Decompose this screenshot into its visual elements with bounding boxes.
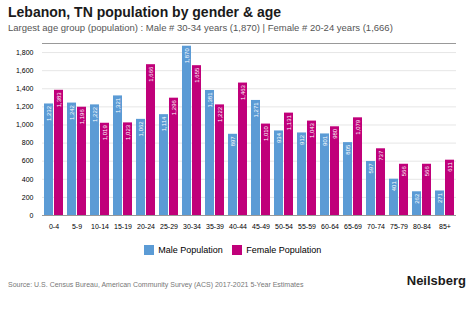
svg-text:70-74: 70-74	[367, 223, 385, 230]
svg-text:262: 262	[414, 193, 420, 204]
svg-text:1,655: 1,655	[194, 67, 200, 83]
svg-text:400: 400	[22, 176, 34, 183]
svg-text:1,131: 1,131	[286, 114, 292, 130]
html-text:Source: U.S. Census Bureau, Am: Source: U.S. Census Bureau, American Com…	[8, 280, 304, 288]
svg-text:897: 897	[230, 136, 236, 147]
html-text:Largest age group (population): Largest age group (population) : Male # …	[8, 22, 393, 33]
html-text:Male Population: Male Population	[158, 244, 223, 255]
svg-text:1,010: 1,010	[263, 125, 269, 141]
svg-text:1,079: 1,079	[355, 119, 361, 135]
svg-text:25-29: 25-29	[160, 223, 178, 230]
svg-text:80-84: 80-84	[413, 223, 431, 230]
svg-text:597: 597	[368, 163, 374, 174]
svg-text:50-54: 50-54	[275, 223, 293, 230]
svg-text:1,200: 1,200	[16, 103, 34, 110]
svg-text:0-4: 0-4	[49, 223, 59, 230]
svg-text:10-14: 10-14	[91, 223, 109, 230]
svg-text:60-64: 60-64	[321, 223, 339, 230]
svg-text:1,043: 1,043	[309, 122, 315, 138]
svg-text:5-9: 5-9	[72, 223, 82, 230]
svg-text:566: 566	[424, 166, 430, 177]
svg-text:1,381: 1,381	[207, 92, 213, 108]
svg-text:1,383: 1,383	[56, 92, 62, 108]
svg-text:934: 934	[276, 132, 282, 143]
svg-text:901: 901	[322, 135, 328, 146]
svg-text:45-49: 45-49	[252, 223, 270, 230]
svg-text:85+: 85+	[439, 223, 451, 230]
html-text:Neilsberg: Neilsberg	[406, 272, 466, 288]
svg-text:1,870: 1,870	[184, 48, 190, 64]
html-text:Lebanon, TN population by gend: Lebanon, TN population by gender & age	[8, 4, 281, 20]
svg-text:912: 912	[299, 134, 305, 145]
svg-text:800: 800	[22, 139, 34, 146]
svg-text:0: 0	[30, 212, 34, 219]
svg-text:1,222: 1,222	[92, 106, 98, 122]
svg-text:200: 200	[22, 194, 34, 201]
svg-text:600: 600	[22, 157, 34, 164]
svg-text:566: 566	[401, 166, 407, 177]
svg-text:611: 611	[447, 162, 453, 172]
svg-text:1,232: 1,232	[46, 105, 52, 121]
svg-text:1,242: 1,242	[69, 104, 75, 120]
svg-text:30-34: 30-34	[183, 223, 201, 230]
svg-text:1,271: 1,271	[253, 102, 259, 118]
svg-text:65-69: 65-69	[344, 223, 362, 230]
svg-text:1,062: 1,062	[138, 121, 144, 137]
svg-text:1,600: 1,600	[16, 67, 34, 74]
svg-text:1,463: 1,463	[240, 84, 246, 100]
svg-text:1,019: 1,019	[102, 125, 108, 141]
svg-text:805: 805	[345, 144, 351, 155]
svg-text:980: 980	[332, 128, 338, 139]
svg-text:1,321: 1,321	[115, 97, 121, 113]
svg-text:737: 737	[378, 150, 384, 161]
svg-text:1,196: 1,196	[79, 109, 85, 125]
svg-text:1,400: 1,400	[16, 85, 34, 92]
svg-text:1,114: 1,114	[161, 116, 167, 131]
svg-text:20-24: 20-24	[137, 223, 155, 230]
svg-text:1,222: 1,222	[217, 106, 223, 122]
svg-text:1,023: 1,023	[125, 124, 131, 140]
html-text:Female Population: Female Population	[246, 244, 322, 255]
svg-text:40-44: 40-44	[229, 223, 247, 230]
svg-text:1,666: 1,666	[148, 66, 154, 82]
svg-text:401: 401	[391, 181, 397, 192]
svg-text:1,800: 1,800	[16, 49, 34, 56]
svg-text:271: 271	[437, 192, 443, 203]
svg-text:1,000: 1,000	[16, 121, 34, 128]
svg-text:55-59: 55-59	[298, 223, 316, 230]
svg-text:35-39: 35-39	[206, 223, 224, 230]
svg-text:1,296: 1,296	[171, 100, 177, 116]
svg-text:15-19: 15-19	[114, 223, 132, 230]
svg-text:75-79: 75-79	[390, 223, 408, 230]
